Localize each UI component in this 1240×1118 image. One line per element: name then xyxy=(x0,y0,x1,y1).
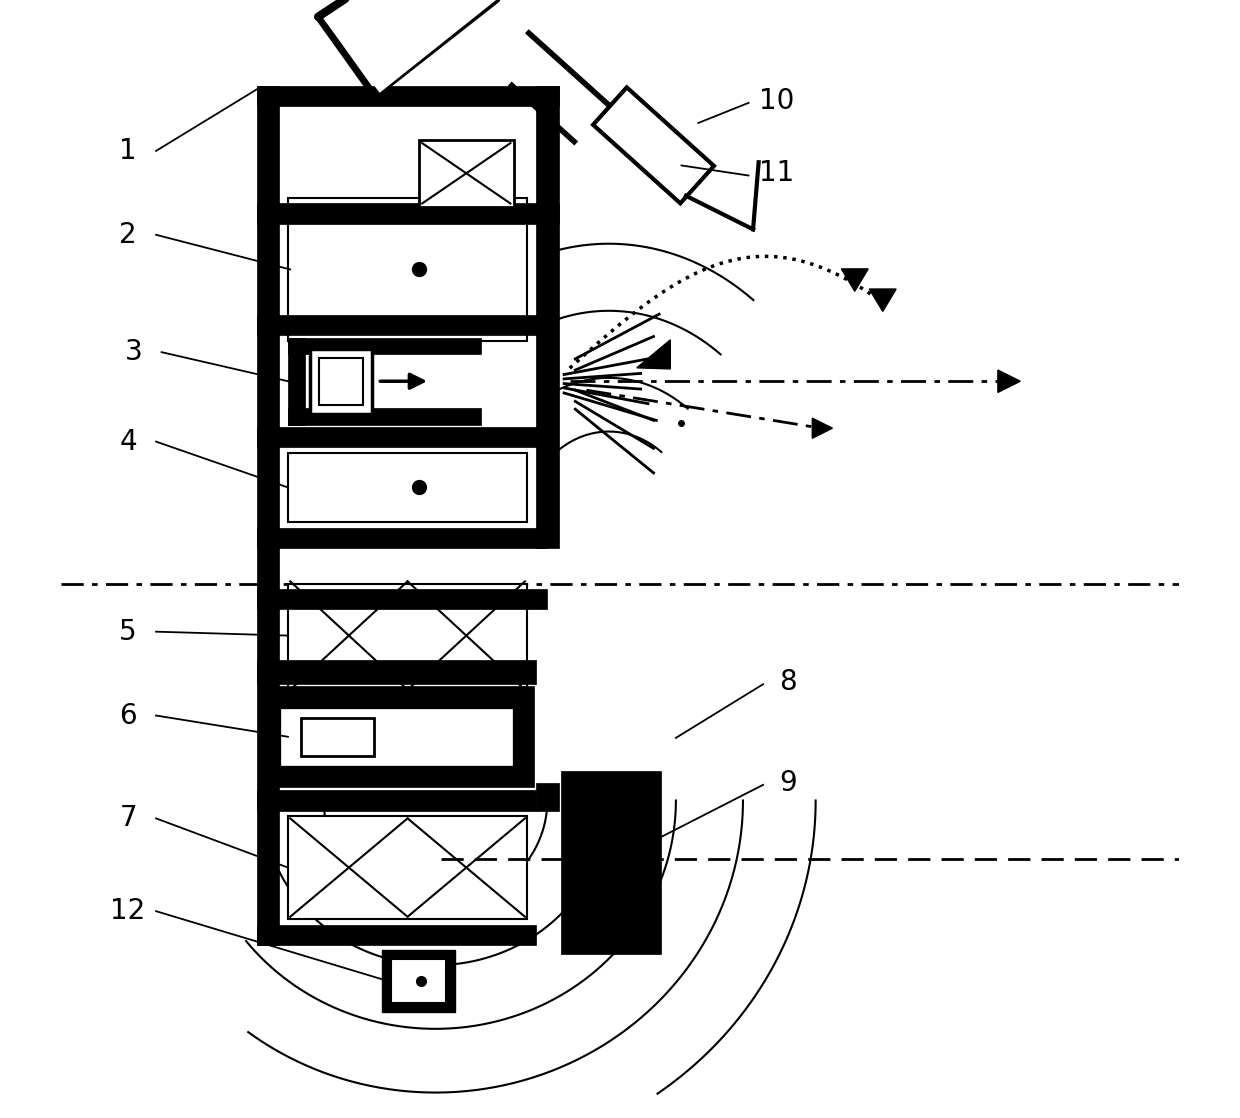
Bar xyxy=(257,86,558,106)
Bar xyxy=(536,86,558,548)
Polygon shape xyxy=(637,340,671,369)
Polygon shape xyxy=(324,0,528,93)
Bar xyxy=(288,198,527,341)
Bar xyxy=(536,783,558,811)
Bar xyxy=(257,315,547,335)
Bar xyxy=(382,950,455,1012)
Text: 9: 9 xyxy=(779,768,796,797)
Text: 6: 6 xyxy=(119,701,136,730)
Bar xyxy=(419,140,513,207)
Text: 12: 12 xyxy=(110,897,146,926)
Polygon shape xyxy=(812,418,832,438)
Polygon shape xyxy=(842,269,868,292)
Text: 2: 2 xyxy=(119,220,136,249)
Text: 4: 4 xyxy=(119,427,136,456)
Bar xyxy=(259,686,534,787)
Bar xyxy=(288,816,527,919)
Bar xyxy=(257,589,547,609)
Bar xyxy=(392,959,446,1003)
Text: 8: 8 xyxy=(779,667,796,697)
Bar xyxy=(301,718,374,756)
Text: 5: 5 xyxy=(119,617,136,646)
Bar xyxy=(257,790,536,811)
Bar xyxy=(257,427,547,447)
Text: 7: 7 xyxy=(119,804,136,833)
Text: 10: 10 xyxy=(759,86,794,115)
Polygon shape xyxy=(593,87,714,203)
Bar xyxy=(257,660,536,684)
Bar xyxy=(288,453,527,522)
Bar xyxy=(257,203,558,224)
Bar xyxy=(560,771,661,954)
Text: 1: 1 xyxy=(119,136,136,165)
Bar xyxy=(288,408,481,425)
Bar xyxy=(288,338,481,354)
Bar xyxy=(310,349,372,414)
Bar xyxy=(319,358,363,405)
Bar xyxy=(288,338,305,425)
Text: 11: 11 xyxy=(759,159,794,188)
Bar xyxy=(257,86,279,945)
Polygon shape xyxy=(869,290,897,312)
Bar xyxy=(288,584,527,688)
Text: 3: 3 xyxy=(125,338,143,367)
Polygon shape xyxy=(998,370,1021,392)
Bar xyxy=(281,709,512,765)
Bar xyxy=(257,925,536,945)
Bar xyxy=(257,528,547,548)
